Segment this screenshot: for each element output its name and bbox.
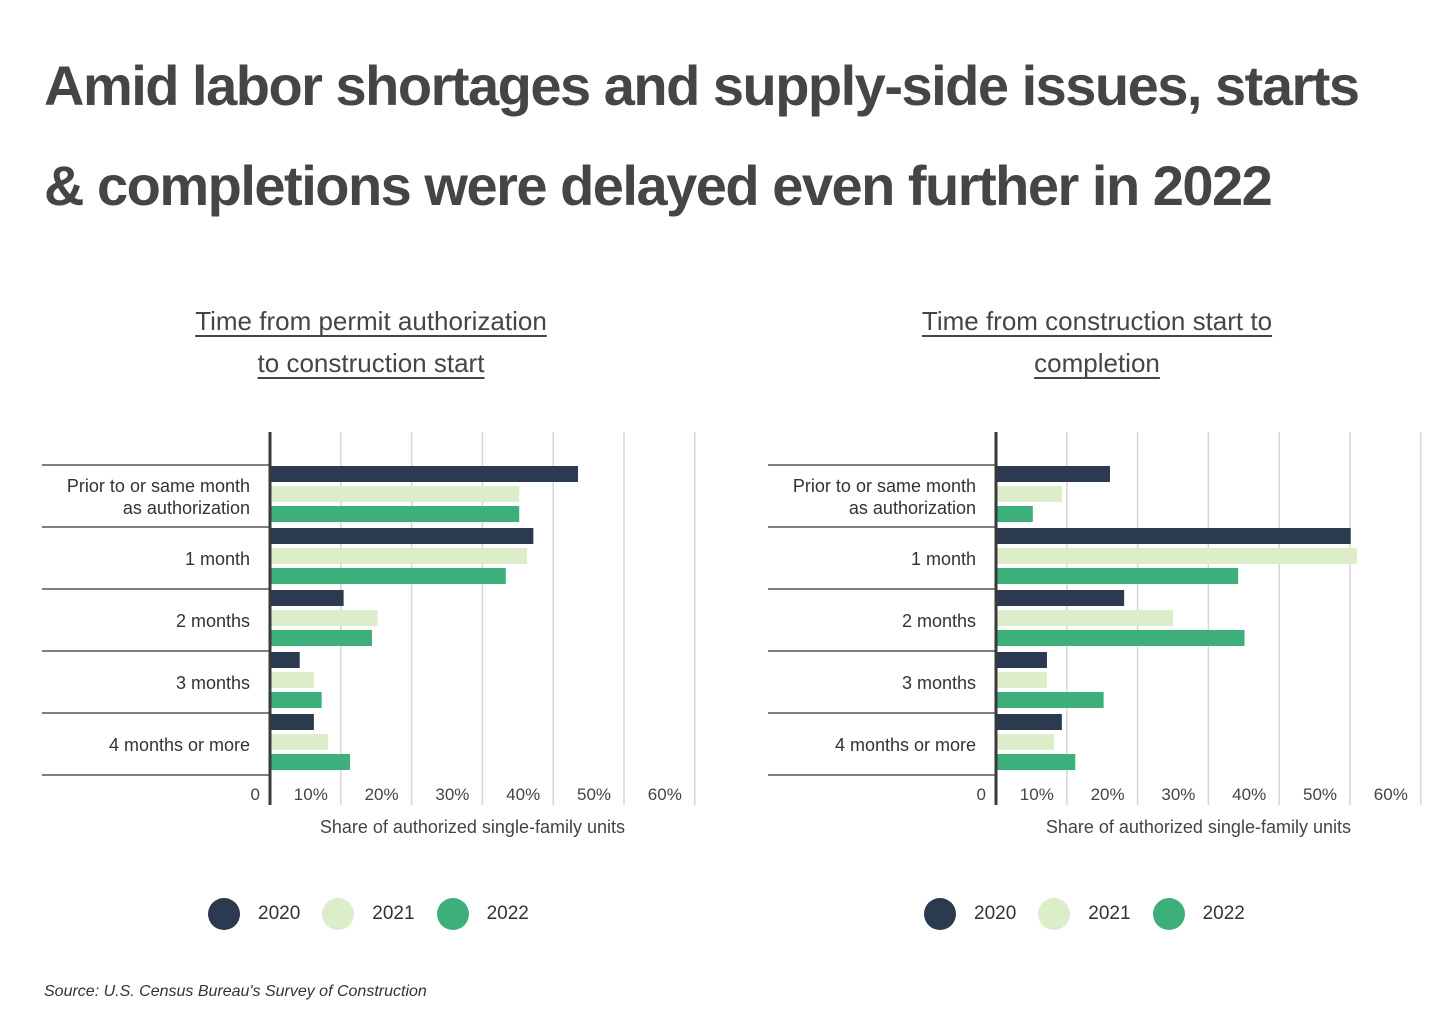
legend-item-2021: 2021 xyxy=(322,898,415,930)
category-label: 4 months or more xyxy=(835,735,976,755)
bar-2022 xyxy=(270,754,351,770)
chart-title-line-2: to construction start xyxy=(257,348,485,378)
legend-label: 2021 xyxy=(372,903,415,924)
bar-2022 xyxy=(996,754,1076,770)
legend-swatch xyxy=(1038,898,1071,930)
legend-item-2022: 2022 xyxy=(1152,898,1245,930)
legend-item-2020: 2020 xyxy=(924,898,1016,930)
legend-swatch xyxy=(924,898,956,930)
bar-2020 xyxy=(996,590,1125,606)
legend-item-2020: 2020 xyxy=(208,898,300,930)
legend-swatch xyxy=(322,898,355,930)
bar-2022 xyxy=(270,506,520,522)
bar-2021 xyxy=(996,734,1055,750)
chart-legend: 2020 2021 2022 xyxy=(924,898,1267,930)
category-label: 1 month xyxy=(185,549,250,569)
bar-2021 xyxy=(996,486,1062,502)
legend-swatch xyxy=(208,898,240,930)
bar-2022 xyxy=(996,568,1239,584)
chart-legend: 2020 2021 2022 xyxy=(208,898,551,930)
bar-2021 xyxy=(270,672,314,688)
chart-title: Time from construction start to completi… xyxy=(752,300,1442,384)
bar-2020 xyxy=(996,466,1110,482)
tick-label: 10% xyxy=(294,785,328,804)
tick-label: 30% xyxy=(435,785,469,804)
chart-panel-start-to-completion: Time from construction start to completi… xyxy=(752,300,1442,960)
tick-label: 50% xyxy=(1303,785,1337,804)
bar-2022 xyxy=(270,692,322,708)
bar-2022 xyxy=(996,506,1033,522)
bar-2021 xyxy=(270,610,378,626)
legend-label: 2021 xyxy=(1088,903,1131,924)
tick-label: 20% xyxy=(365,785,399,804)
category-label: 2 months xyxy=(176,611,250,631)
chart-panel-permit-to-start: Time from permit authorization to constr… xyxy=(26,300,716,960)
page-title-line-2: & completions were delayed even further … xyxy=(44,154,1273,217)
source-note: Source: U.S. Census Bureau's Survey of C… xyxy=(44,983,427,1000)
tick-label: 10% xyxy=(1020,785,1054,804)
category-label: Prior to or same month xyxy=(793,476,976,496)
legend-label: 2020 xyxy=(974,903,1017,924)
bar-2021 xyxy=(996,672,1047,688)
bar-2021 xyxy=(270,486,520,502)
bar-2020 xyxy=(270,714,314,730)
bar-2022 xyxy=(270,568,506,584)
tick-label: 0 xyxy=(251,785,260,804)
tick-label: 20% xyxy=(1091,785,1125,804)
category-label: 1 month xyxy=(911,549,976,569)
legend-item-2021: 2021 xyxy=(1038,898,1131,930)
bar-2020 xyxy=(270,528,534,544)
bar-2020 xyxy=(996,652,1047,668)
page-title: Amid labor shortages and supply-side iss… xyxy=(44,36,1424,236)
x-axis-label: Share of authorized single-family units xyxy=(1046,817,1351,837)
bar-2022 xyxy=(996,692,1104,708)
page-title-line-1: Amid labor shortages and supply-side iss… xyxy=(44,54,1360,117)
legend-label: 2020 xyxy=(258,903,301,924)
category-label: 3 months xyxy=(902,673,976,693)
bar-2022 xyxy=(996,630,1245,646)
category-label: 3 months xyxy=(176,673,250,693)
legend-item-2022: 2022 xyxy=(436,898,529,930)
category-label: as authorization xyxy=(123,498,250,518)
category-label: 4 months or more xyxy=(109,735,250,755)
x-axis-label: Share of authorized single-family units xyxy=(320,817,625,837)
chart-title: Time from permit authorization to constr… xyxy=(26,300,716,384)
tick-label: 30% xyxy=(1161,785,1195,804)
legend-swatch xyxy=(1152,898,1185,930)
legend-swatch xyxy=(436,898,469,930)
bar-2020 xyxy=(270,466,578,482)
category-label: as authorization xyxy=(849,498,976,518)
bar-2020 xyxy=(996,528,1351,544)
tick-label: 40% xyxy=(1232,785,1266,804)
bar-2021 xyxy=(270,548,528,564)
tick-label: 50% xyxy=(577,785,611,804)
tick-label: 0 xyxy=(977,785,986,804)
legend-label: 2022 xyxy=(1202,903,1245,924)
chart-title-line-1: Time from construction start to xyxy=(921,306,1273,336)
legend-label: 2022 xyxy=(486,903,529,924)
category-label: Prior to or same month xyxy=(67,476,250,496)
bar-2022 xyxy=(270,630,372,646)
tick-label: 40% xyxy=(506,785,540,804)
tick-label: 60% xyxy=(648,785,682,804)
bar-2021 xyxy=(996,548,1358,564)
bar-2021 xyxy=(270,734,329,750)
chart-title-line-1: Time from permit authorization xyxy=(195,306,547,336)
bar-2020 xyxy=(996,714,1062,730)
bar-2020 xyxy=(270,652,300,668)
tick-label: 60% xyxy=(1374,785,1408,804)
bar-2021 xyxy=(996,610,1173,626)
category-label: 2 months xyxy=(902,611,976,631)
bar-2020 xyxy=(270,590,344,606)
chart-title-line-2: completion xyxy=(1034,348,1160,378)
